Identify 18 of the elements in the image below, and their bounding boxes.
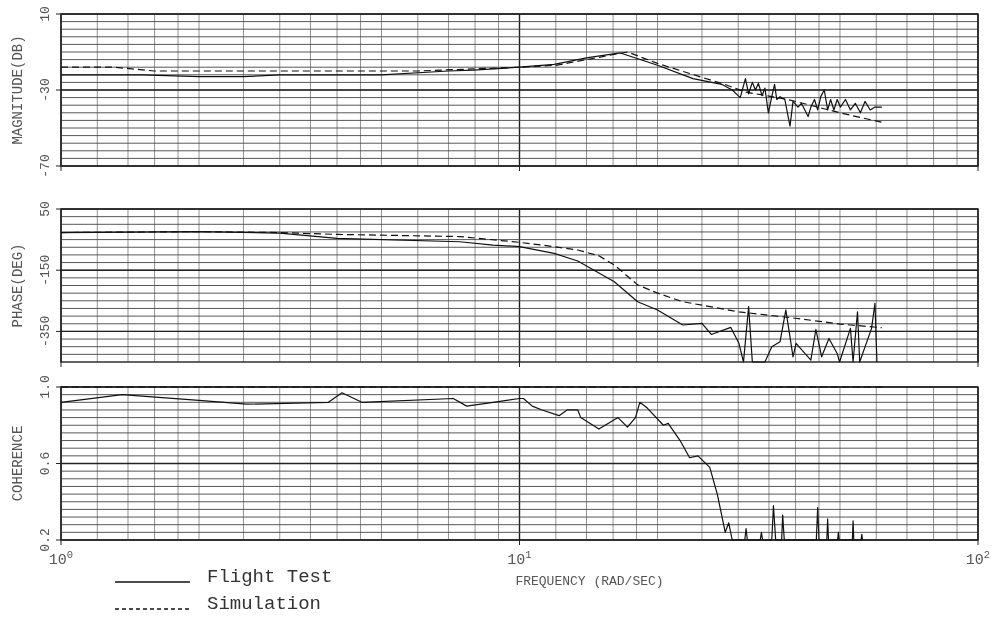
y-axis-title: MAGNITUDE(DB)	[10, 35, 26, 145]
x-tick-label: 10$^{2}$	[965, 549, 991, 569]
legend-label: Simulation	[207, 593, 322, 615]
y-tick-label: -30	[38, 78, 53, 102]
x-tick-label: 10$^{0}$	[48, 549, 74, 569]
y-tick-label: 1.0	[38, 375, 53, 399]
y-tick-label: 50	[38, 201, 53, 217]
y-tick-label: 10	[38, 6, 53, 22]
legend-label: Flight Test	[207, 566, 333, 588]
x-axis-title: FREQUENCY (RAD/SEC)	[515, 574, 664, 589]
y-tick-label: -70	[38, 154, 53, 178]
y-tick-label: -150	[38, 254, 53, 286]
y-tick-label: 0.2	[38, 528, 53, 552]
x-tick-label: 10$^{1}$	[507, 549, 532, 569]
y-tick-label: 0.6	[38, 451, 53, 476]
y-tick-label: -350	[38, 315, 53, 348]
y-axis-title: PHASE(DEG)	[10, 243, 26, 328]
y-axis-title: COHERENCE	[10, 425, 26, 502]
